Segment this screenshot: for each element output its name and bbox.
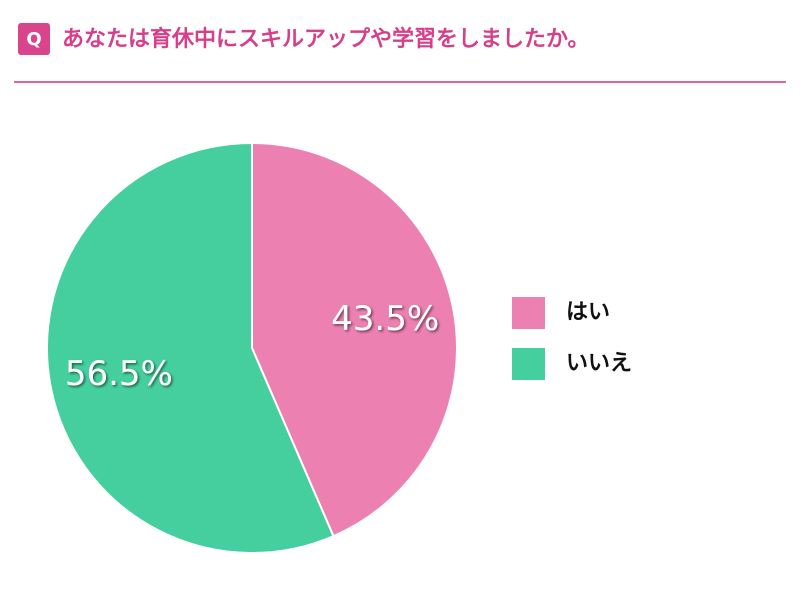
legend-label: はい [566, 300, 610, 325]
data-label: 43.5% [331, 299, 439, 339]
legend-swatch [512, 297, 545, 329]
badge-box [18, 23, 50, 55]
data-label: 56.5% [65, 354, 173, 394]
badge: Q [26, 29, 41, 50]
legend-label: いいえ [566, 351, 632, 376]
pie-slice [251, 141, 458, 538]
pie-slice [46, 141, 335, 554]
chart-title: あなたは育休中にスキルアップや学習をしましたか。 [62, 26, 590, 52]
legend-swatch [512, 348, 545, 380]
